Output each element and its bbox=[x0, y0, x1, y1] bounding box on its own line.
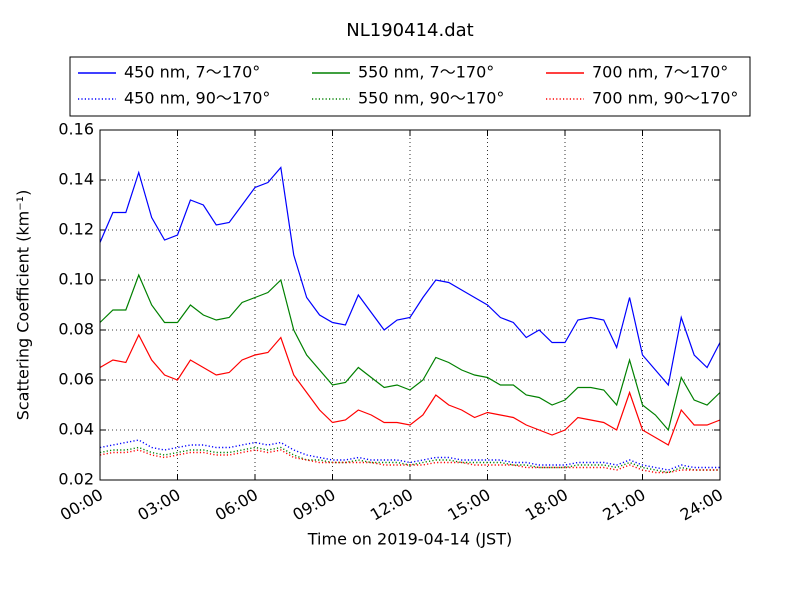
y-axis-label: Scattering Coefficient (km⁻¹) bbox=[14, 190, 33, 421]
chart-title: NL190414.dat bbox=[346, 20, 473, 41]
data-line bbox=[99, 166, 721, 387]
data-line bbox=[99, 273, 721, 432]
plot-frame bbox=[99, 129, 721, 481]
legend-label: 450 nm, 7～170° bbox=[124, 63, 260, 82]
x-tick-label: 06:00 bbox=[212, 485, 261, 525]
x-axis-label: Time on 2019-04-14 (JST) bbox=[307, 530, 512, 549]
x-tick-label: 21:00 bbox=[599, 485, 648, 525]
data-line bbox=[99, 439, 720, 471]
y-tick-label: 0.14 bbox=[58, 170, 94, 189]
x-tick-label: 18:00 bbox=[522, 485, 571, 525]
legend-label: 550 nm, 7～170° bbox=[358, 63, 494, 82]
x-tick-label: 09:00 bbox=[289, 485, 338, 525]
legend-label: 700 nm, 7～170° bbox=[592, 63, 728, 82]
data-line bbox=[99, 446, 720, 474]
legend-label: 550 nm, 90～170° bbox=[358, 89, 504, 108]
x-tick-label: 03:00 bbox=[134, 485, 183, 525]
legend-box bbox=[69, 56, 751, 117]
y-tick-label: 0.12 bbox=[58, 220, 94, 239]
y-tick-label: 0.02 bbox=[58, 470, 94, 489]
x-tick-label: 24:00 bbox=[677, 485, 726, 525]
x-tick-label: 00:00 bbox=[57, 485, 106, 525]
y-tick-label: 0.16 bbox=[58, 120, 94, 139]
data-line bbox=[99, 449, 720, 474]
x-tick-label: 15:00 bbox=[444, 485, 493, 525]
y-tick-label: 0.04 bbox=[58, 420, 94, 439]
legend-label: 450 nm, 90～170° bbox=[124, 89, 270, 108]
y-tick-label: 0.08 bbox=[58, 320, 94, 339]
legend-label: 700 nm, 90～170° bbox=[592, 89, 738, 108]
x-tick-label: 12:00 bbox=[367, 485, 416, 525]
data-line bbox=[99, 333, 721, 446]
y-tick-label: 0.06 bbox=[58, 370, 94, 389]
y-tick-label: 0.10 bbox=[58, 270, 94, 289]
